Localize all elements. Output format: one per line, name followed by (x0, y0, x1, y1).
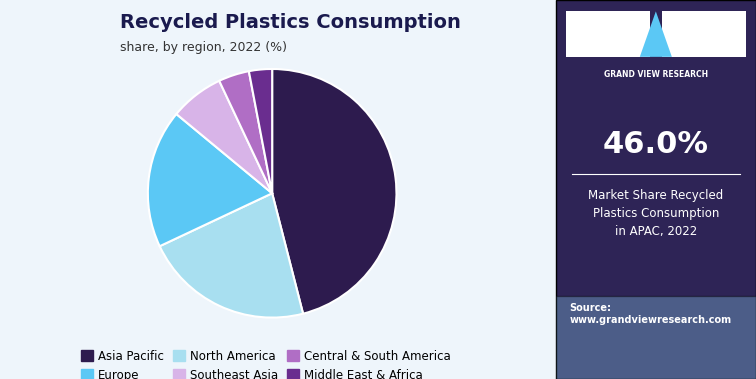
Text: Source:
www.grandviewresearch.com: Source: www.grandviewresearch.com (570, 303, 732, 325)
Wedge shape (160, 193, 303, 318)
Wedge shape (148, 114, 272, 246)
Text: share, by region, 2022 (%): share, by region, 2022 (%) (120, 41, 287, 54)
Legend: Asia Pacific, Europe, North America, Southeast Asia, Central & South America, Mi: Asia Pacific, Europe, North America, Sou… (76, 345, 455, 379)
Polygon shape (640, 11, 672, 57)
Text: Recycled Plastics Consumption: Recycled Plastics Consumption (120, 13, 460, 32)
Bar (662, 11, 746, 57)
Text: Market Share Recycled
Plastics Consumption
in APAC, 2022: Market Share Recycled Plastics Consumpti… (588, 190, 723, 238)
Wedge shape (176, 81, 272, 193)
Wedge shape (249, 69, 272, 193)
Text: 46.0%: 46.0% (603, 130, 709, 158)
Wedge shape (272, 69, 396, 314)
Wedge shape (219, 71, 272, 193)
Text: GRAND VIEW RESEARCH: GRAND VIEW RESEARCH (604, 70, 708, 79)
FancyBboxPatch shape (556, 296, 756, 379)
Bar (565, 11, 650, 57)
FancyBboxPatch shape (556, 0, 756, 379)
